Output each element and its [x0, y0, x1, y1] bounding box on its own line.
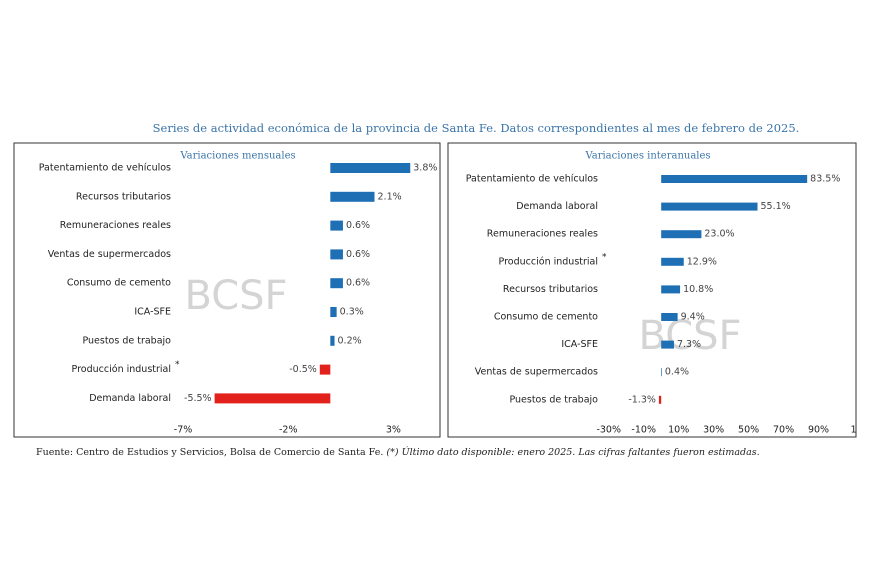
bar — [330, 335, 335, 346]
value-label: 7.3% — [677, 339, 701, 350]
value-label: -5.5% — [184, 393, 212, 404]
watermark: BCSF — [638, 313, 741, 359]
bar — [330, 249, 343, 260]
x-tick-label: -7% — [174, 425, 193, 436]
value-label: 0.2% — [338, 335, 362, 346]
x-tick-label: -2% — [279, 425, 298, 436]
bar — [661, 202, 758, 211]
value-label: 10.8% — [683, 284, 713, 295]
x-tick-label: -30% — [596, 425, 621, 436]
bar — [661, 175, 808, 183]
x-tick-label: 30% — [703, 425, 724, 436]
value-label: 2.1% — [378, 191, 402, 202]
value-label: 0.6% — [346, 278, 370, 289]
footer-source: Fuente: Centro de Estudios y Servicios, … — [36, 447, 383, 458]
title: Series de actividad económica de la prov… — [153, 121, 800, 135]
bar — [330, 163, 411, 173]
category-label: Puestos de trabajo — [82, 335, 171, 346]
category-label: Consumo de cemento — [67, 278, 171, 289]
bar — [658, 395, 662, 404]
category-label: Demanda laboral — [516, 201, 598, 212]
bar — [661, 257, 684, 266]
bar — [661, 230, 702, 239]
panel-left — [13, 142, 441, 438]
x-tick-label: 50% — [738, 425, 759, 436]
value-label: -0.5% — [289, 364, 317, 375]
value-label: 0.4% — [665, 367, 689, 378]
value-label: 3.8% — [413, 163, 437, 174]
x-tick-label: 70% — [773, 425, 794, 436]
category-label: Recursos tributarios — [503, 284, 598, 295]
footer: Fuente: Centro de Estudios y Servicios, … — [36, 446, 760, 458]
value-label: 12.9% — [687, 256, 717, 267]
category-label: Patentamiento de vehículos — [39, 163, 171, 174]
category-marker: * — [175, 360, 180, 370]
category-label: ICA-SFE — [561, 339, 598, 350]
bar — [661, 368, 662, 377]
category-label: Producción industrial — [499, 256, 598, 267]
chart-subtitle: Variaciones interanuales — [584, 151, 710, 162]
x-tick-label: 3% — [386, 425, 401, 436]
bar — [330, 278, 343, 289]
x-tick-label: 10% — [668, 425, 689, 436]
category-label: Recursos tributarios — [76, 191, 171, 202]
category-marker: * — [602, 252, 607, 262]
category-label: Demanda laboral — [89, 393, 171, 404]
bar — [661, 340, 674, 349]
footer-note: (*) Último dato disponible: enero 2025. … — [386, 446, 759, 458]
bar — [319, 364, 331, 375]
bar — [330, 220, 343, 231]
category-label: Remuneraciones reales — [60, 220, 171, 231]
value-label: 23.0% — [704, 229, 734, 240]
x-tick-label: -10% — [631, 425, 656, 436]
category-label: Patentamiento de vehículos — [466, 174, 598, 185]
bar — [661, 313, 678, 321]
bar — [330, 191, 375, 202]
value-label: 0.6% — [346, 249, 370, 260]
x-tick-label: 1 — [850, 425, 856, 436]
category-label: Producción industrial — [72, 364, 171, 375]
category-label: Consumo de cemento — [494, 312, 598, 323]
value-label: 83.5% — [810, 174, 840, 185]
value-label: 55.1% — [761, 201, 791, 212]
bar — [661, 285, 681, 294]
value-label: 9.4% — [681, 312, 705, 323]
category-label: Ventas de supermercados — [475, 367, 598, 378]
watermark: BCSF — [184, 273, 287, 319]
value-label: -1.3% — [628, 394, 656, 405]
x-tick-label: 90% — [808, 425, 829, 436]
chart-subtitle: Variaciones mensuales — [179, 151, 295, 162]
bar — [214, 393, 331, 404]
value-label: 0.6% — [346, 220, 370, 231]
value-label: 0.3% — [340, 307, 364, 318]
category-label: Puestos de trabajo — [509, 394, 598, 405]
category-label: Ventas de supermercados — [48, 249, 171, 260]
category-label: ICA-SFE — [134, 307, 171, 318]
bar — [330, 307, 337, 317]
category-label: Remuneraciones reales — [487, 229, 598, 240]
panel-right — [447, 142, 857, 438]
